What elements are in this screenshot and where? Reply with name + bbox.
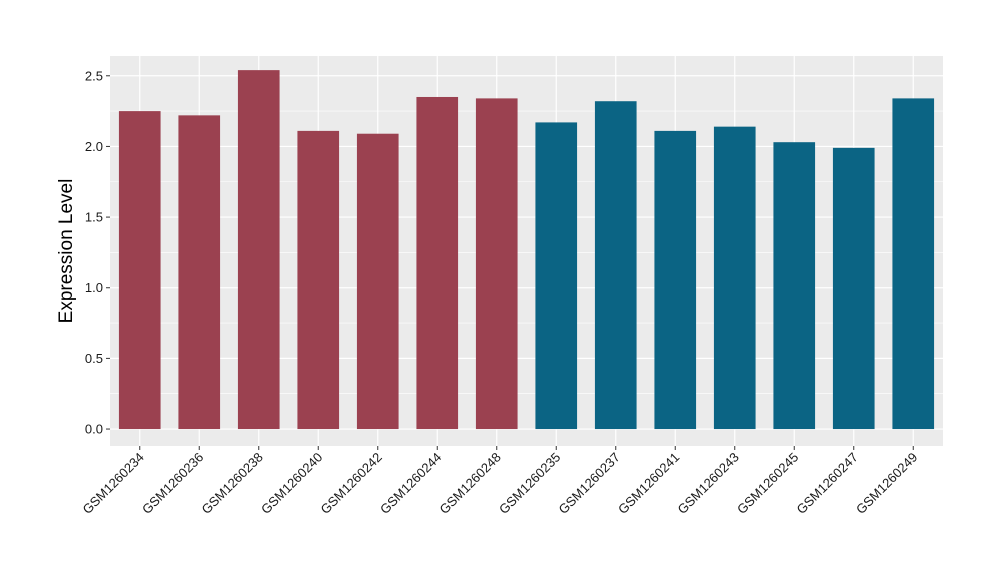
bar-GSM1260237 bbox=[594, 101, 637, 430]
y-tick-label: 0.0 bbox=[85, 422, 103, 437]
x-tick-label: GSM1260235 bbox=[496, 450, 563, 517]
x-tick-label: GSM1260238 bbox=[199, 450, 266, 517]
y-axis: 0.0 0.5 1.0 1.5 2.0 2.5 bbox=[85, 68, 110, 437]
bar-GSM1260235 bbox=[535, 122, 578, 430]
x-tick-label: GSM1260247 bbox=[794, 450, 861, 517]
bars-group bbox=[118, 70, 935, 430]
bar-GSM1260245 bbox=[773, 142, 816, 430]
bar-GSM1260234 bbox=[118, 111, 161, 430]
x-tick-label: GSM1260245 bbox=[734, 450, 801, 517]
x-tick-label: GSM1260234 bbox=[80, 450, 147, 517]
bar-GSM1260238 bbox=[237, 70, 280, 430]
x-tick-label: GSM1260244 bbox=[377, 450, 444, 517]
x-tick-label: GSM1260237 bbox=[556, 450, 623, 517]
bar-GSM1260249 bbox=[892, 98, 935, 430]
x-tick-label: GSM1260249 bbox=[853, 450, 920, 517]
y-tick-label: 0.5 bbox=[85, 351, 103, 366]
x-tick-label: GSM1260242 bbox=[318, 450, 385, 517]
bar-GSM1260241 bbox=[654, 130, 697, 430]
x-tick-label: GSM1260236 bbox=[139, 450, 206, 517]
bar-GSM1260236 bbox=[178, 115, 221, 430]
plot-panel bbox=[110, 56, 943, 446]
y-tick-label: 1.5 bbox=[85, 210, 103, 225]
x-tick-label: GSM1260240 bbox=[258, 450, 325, 517]
bar-GSM1260240 bbox=[297, 130, 340, 430]
y-tick-label: 1.0 bbox=[85, 280, 103, 295]
x-tick-label: GSM1260243 bbox=[675, 450, 742, 517]
bar-GSM1260243 bbox=[713, 126, 756, 430]
x-tick-label: GSM1260241 bbox=[615, 450, 682, 517]
x-tick-label: GSM1260248 bbox=[437, 450, 504, 517]
y-axis-title: Expression Level bbox=[56, 179, 77, 324]
bar-GSM1260244 bbox=[416, 96, 459, 430]
bar-GSM1260248 bbox=[475, 98, 518, 430]
x-axis: GSM1260234GSM1260236GSM1260238GSM1260240… bbox=[80, 446, 920, 517]
y-tick-label: 2.0 bbox=[85, 139, 103, 154]
bar-GSM1260247 bbox=[832, 147, 875, 430]
bar-GSM1260242 bbox=[356, 133, 399, 430]
y-tick-label: 2.5 bbox=[85, 68, 103, 83]
